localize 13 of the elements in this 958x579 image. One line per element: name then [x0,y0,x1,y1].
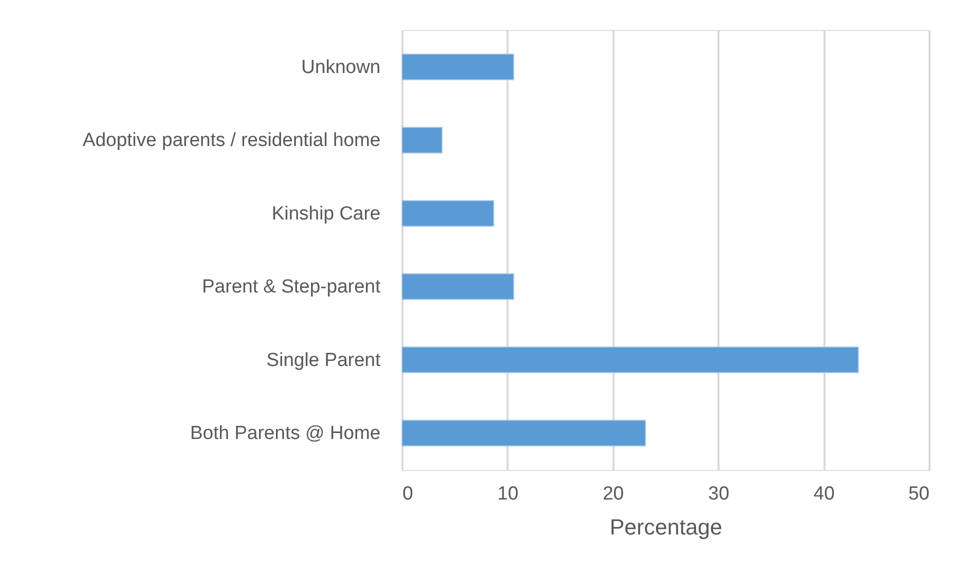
y-tick-label: Both Parents @ Home [190,423,380,444]
x-tick-label: 40 [814,484,835,504]
x-tick-label: 10 [497,484,518,504]
x-tick-label: 50 [908,484,930,504]
x-tick-label: 30 [708,484,730,504]
y-tick-label: Kinship Care [272,203,380,224]
x-tick-label: 0 [402,484,414,504]
y-tick-label: Single Parent [266,350,382,371]
y-tick-label: Adoptive parents / residential home [82,130,380,152]
y-tick-label: Parent & Step-parent [202,276,382,298]
y-tick-label: Unknown [301,56,380,78]
x-axis-title: Percentage [610,514,722,540]
x-tick-label: 20 [602,484,624,504]
